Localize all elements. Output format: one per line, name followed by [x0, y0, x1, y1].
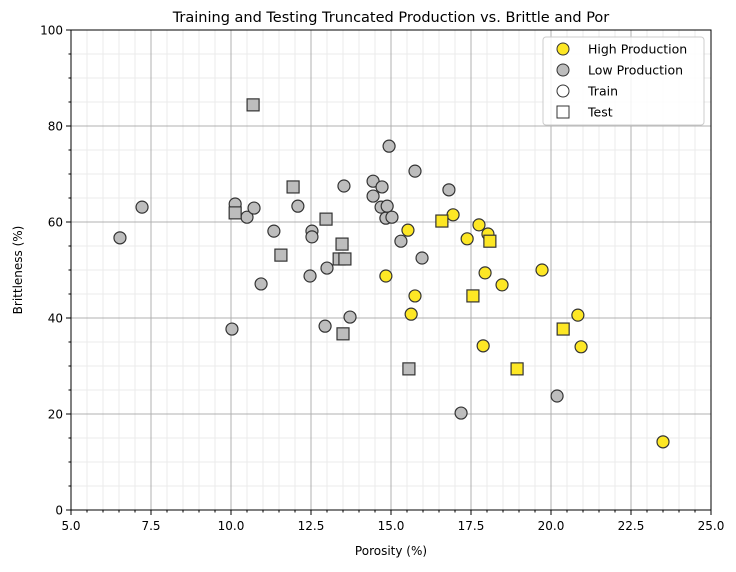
high-production-test-point — [510, 362, 524, 376]
low-production-test-point — [246, 98, 260, 112]
low-production-test-point — [319, 212, 333, 226]
low-production-train-point — [394, 234, 408, 248]
high-production-train-point — [495, 278, 509, 292]
low-production-train-point — [408, 164, 422, 178]
legend-marker-low — [556, 63, 570, 77]
low-production-test-point — [335, 237, 349, 251]
low-production-train-point — [550, 389, 564, 403]
low-production-train-point — [442, 183, 456, 197]
low-production-test-point — [338, 252, 352, 266]
high-production-test-point — [483, 234, 497, 248]
low-production-train-point — [225, 322, 239, 336]
low-production-train-point — [454, 406, 468, 420]
x-tick-label: 10.0 — [218, 519, 245, 533]
chart-title: Training and Testing Truncated Productio… — [172, 10, 610, 26]
legend-marker-train — [556, 84, 570, 98]
low-production-test-point — [286, 180, 300, 194]
high-production-train-point — [379, 269, 393, 283]
x-tick-label: 25.0 — [698, 519, 725, 533]
legend-label-low: Low Production — [588, 63, 683, 78]
x-tick-label: 5.0 — [61, 519, 80, 533]
high-production-train-point — [401, 223, 415, 237]
y-axis-label: Brittleness (%) — [11, 226, 25, 315]
high-production-test-point — [435, 214, 449, 228]
low-production-test-point — [402, 362, 416, 376]
y-tick-label: 100 — [40, 24, 63, 38]
high-production-train-point — [472, 218, 486, 232]
low-production-test-point — [228, 206, 242, 220]
high-production-train-point — [656, 435, 670, 449]
high-production-test-point — [466, 289, 480, 303]
data-points — [113, 98, 670, 449]
low-production-train-point — [385, 210, 399, 224]
x-axis-label: Porosity (%) — [355, 544, 427, 558]
y-tick-label: 20 — [48, 408, 63, 422]
low-production-train-point — [267, 224, 281, 238]
legend-marker-test — [556, 105, 570, 119]
low-production-train-point — [135, 200, 149, 214]
low-production-train-point — [382, 139, 396, 153]
high-production-train-point — [574, 340, 588, 354]
legend-box — [542, 36, 705, 126]
x-tick-label: 22.5 — [618, 519, 645, 533]
x-tick-label: 15.0 — [378, 519, 405, 533]
low-production-train-point — [305, 230, 319, 244]
low-production-train-point — [343, 310, 357, 324]
y-tick-label: 60 — [48, 216, 63, 230]
high-production-train-point — [535, 263, 549, 277]
x-tick-label: 7.5 — [141, 519, 160, 533]
low-production-train-point — [375, 180, 389, 194]
low-production-train-point — [318, 319, 332, 333]
low-production-train-point — [291, 199, 305, 213]
legend-label-train: Train — [587, 84, 618, 99]
low-production-train-point — [247, 201, 261, 215]
legend-marker-high — [556, 42, 570, 56]
high-production-train-point — [478, 266, 492, 280]
high-production-train-point — [476, 339, 490, 353]
y-tick-label: 40 — [48, 312, 63, 326]
x-tick-label: 17.5 — [458, 519, 485, 533]
low-production-train-point — [380, 199, 394, 213]
legend-label-high: High Production — [588, 42, 687, 57]
low-production-train-point — [337, 179, 351, 193]
high-production-train-point — [571, 308, 585, 322]
high-production-train-point — [446, 208, 460, 222]
low-production-train-point — [366, 189, 380, 203]
low-production-test-point — [336, 327, 350, 341]
x-tick-label: 20.0 — [538, 519, 565, 533]
high-production-train-point — [408, 289, 422, 303]
low-production-train-point — [320, 261, 334, 275]
high-production-train-point — [404, 307, 418, 321]
low-production-train-point — [113, 231, 127, 245]
x-tick-label: 12.5 — [298, 519, 325, 533]
legend-label-test: Test — [587, 105, 613, 120]
low-production-train-point — [415, 251, 429, 265]
low-production-train-point — [303, 269, 317, 283]
high-production-test-point — [556, 322, 570, 336]
low-production-test-point — [274, 248, 288, 262]
y-tick-label: 0 — [55, 504, 63, 518]
low-production-train-point — [254, 277, 268, 291]
y-tick-label: 80 — [48, 120, 63, 134]
axis-ticks: 5.0 7.5 10.0 12.5 15.0 17.5 20.0 22.5 25.0 0 20 40 6… — [40, 24, 724, 534]
high-production-train-point — [460, 232, 474, 246]
legend: High Production Low Production Train Tes… — [542, 36, 705, 126]
